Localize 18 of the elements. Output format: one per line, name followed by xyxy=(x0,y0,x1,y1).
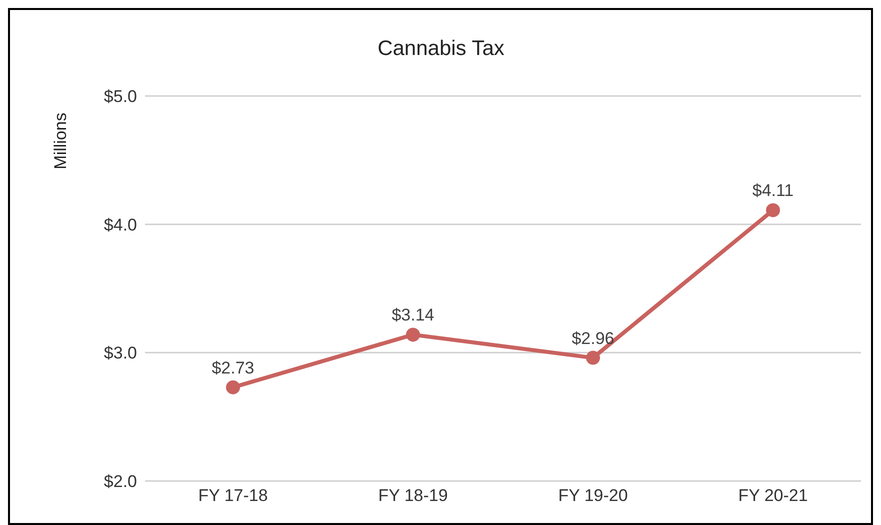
point xyxy=(586,350,600,365)
chart-title: Cannabis Tax xyxy=(378,37,505,60)
y-tick-label: $2.0 xyxy=(104,472,137,492)
point xyxy=(226,380,240,394)
x-tick-label: FY 19-20 xyxy=(558,486,628,506)
y-tick-label: $3.0 xyxy=(104,344,137,363)
data-label: $3.14 xyxy=(392,306,434,325)
y-tick-label: $5.0 xyxy=(104,87,137,106)
data-label: $2.96 xyxy=(572,328,614,348)
x-tick-label: FY 18-19 xyxy=(378,486,448,506)
x-tick-label: FY 20-21 xyxy=(738,486,808,506)
x-tick-label: FY 17-18 xyxy=(198,486,268,506)
data-label: $2.73 xyxy=(212,358,254,378)
point xyxy=(766,203,780,218)
data-label: $4.11 xyxy=(752,181,794,200)
y-tick-label: $4.0 xyxy=(104,215,137,234)
point xyxy=(406,328,420,342)
y-axis-title: Millions xyxy=(51,112,70,170)
